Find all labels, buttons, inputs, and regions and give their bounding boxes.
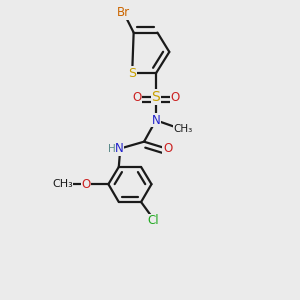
Text: CH₃: CH₃: [52, 179, 73, 189]
Text: Cl: Cl: [147, 214, 159, 227]
Text: Br: Br: [117, 6, 130, 19]
Text: H: H: [108, 143, 116, 154]
Text: S: S: [128, 67, 136, 80]
Text: S: S: [152, 90, 160, 104]
Text: CH₃: CH₃: [174, 124, 193, 134]
Text: O: O: [171, 91, 180, 103]
Text: O: O: [163, 142, 172, 155]
Text: O: O: [132, 91, 141, 103]
Text: O: O: [82, 178, 91, 191]
Text: N: N: [115, 142, 124, 155]
Text: N: N: [152, 114, 160, 127]
